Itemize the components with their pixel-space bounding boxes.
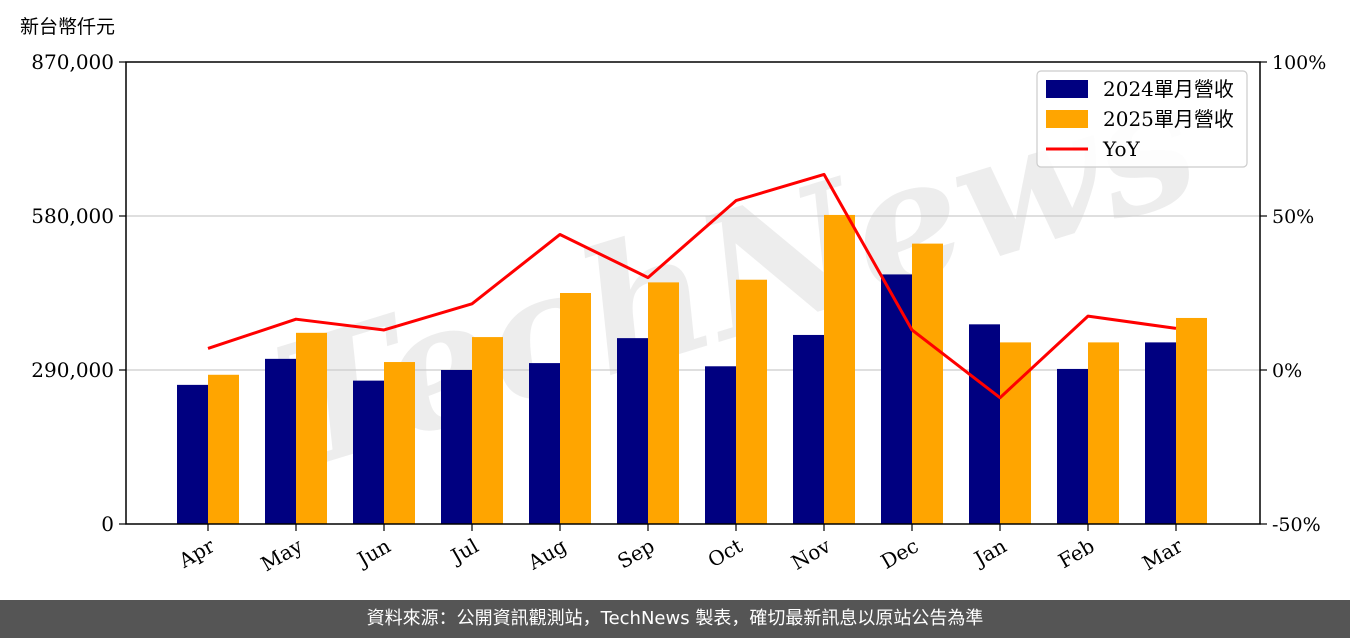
x-tick-label-jul: Jul xyxy=(445,534,482,569)
legend-label-3: YoY xyxy=(1102,137,1141,161)
x-tick-label-dec: Dec xyxy=(877,534,923,574)
legend-box xyxy=(1036,70,1248,168)
x-tick-label-apr: Apr xyxy=(174,533,219,573)
bar-2024-sep xyxy=(617,338,648,524)
bar-2024-aug xyxy=(529,363,560,524)
legend-swatch-1 xyxy=(1046,80,1088,98)
x-tick-label-oct: Oct xyxy=(704,534,747,573)
right-tick-label: -50% xyxy=(1272,514,1321,536)
legend-label-2: 2025單月營收 xyxy=(1103,107,1234,131)
bar-2025-aug xyxy=(560,293,591,524)
bar-2025-apr xyxy=(208,374,239,524)
right-tick-label: 0% xyxy=(1272,360,1302,382)
x-tick-label-nov: Nov xyxy=(787,533,835,575)
bar-2025-jan xyxy=(1000,342,1031,524)
bar-2024-mar xyxy=(1145,342,1176,524)
bar-2024-nov xyxy=(793,334,824,524)
x-tick-label-jan: Jan xyxy=(968,533,1010,571)
bar-2024-jul xyxy=(441,370,472,524)
plot-frame xyxy=(125,61,1261,525)
x-tick-label-sep: Sep xyxy=(613,534,658,574)
yoy-line-layer xyxy=(207,172,1177,400)
bar-2024-feb xyxy=(1057,368,1088,524)
bar-2025-mar xyxy=(1176,317,1207,524)
x-tick-label-jun: Jun xyxy=(352,533,395,572)
bar-2024-jan xyxy=(969,324,1000,524)
bar-2024-dec xyxy=(881,274,912,524)
legend: 2024單月營收 2025單月營收 YoY xyxy=(1036,70,1248,168)
left-tick-label: 290,000 xyxy=(31,358,114,382)
right-tick-label: 100% xyxy=(1272,52,1326,74)
left-tick-label: 870,000 xyxy=(31,50,114,74)
bar-2025-feb xyxy=(1088,342,1119,524)
left-tick-label: 580,000 xyxy=(31,204,114,228)
bar-2024-oct xyxy=(705,366,736,524)
bar-2024-apr xyxy=(177,384,208,524)
right-tick-label: 50% xyxy=(1272,206,1314,228)
legend-swatch-2 xyxy=(1046,110,1088,128)
x-tick-label-may: May xyxy=(257,533,307,576)
yoy-line xyxy=(207,172,1177,400)
bar-2025-dec xyxy=(912,243,943,524)
bar-2025-oct xyxy=(736,279,767,524)
bar-2025-nov xyxy=(824,214,855,524)
legend-label-1: 2024單月營收 xyxy=(1103,77,1234,101)
x-tick-label-feb: Feb xyxy=(1054,534,1098,573)
revenue-chart: TechNews 新台幣仟元0290,000580,000870,000-50%… xyxy=(20,16,1326,576)
bar-layer xyxy=(177,214,1207,524)
source-footer: 資料來源：公開資訊觀測站，TechNews 製表，確切最新訊息以原站公告為準 xyxy=(0,600,1350,638)
x-tick-label-mar: Mar xyxy=(1138,533,1187,575)
bar-2025-jul xyxy=(472,337,503,524)
bar-2024-jun xyxy=(353,380,384,524)
bar-2025-may xyxy=(296,332,327,524)
left-axis-unit-label: 新台幣仟元 xyxy=(20,16,115,38)
left-tick-label: 0 xyxy=(101,512,114,536)
bar-2024-may xyxy=(265,358,296,524)
bar-2025-sep xyxy=(648,282,679,524)
bar-2025-jun xyxy=(384,362,415,524)
x-tick-label-aug: Aug xyxy=(523,533,571,574)
